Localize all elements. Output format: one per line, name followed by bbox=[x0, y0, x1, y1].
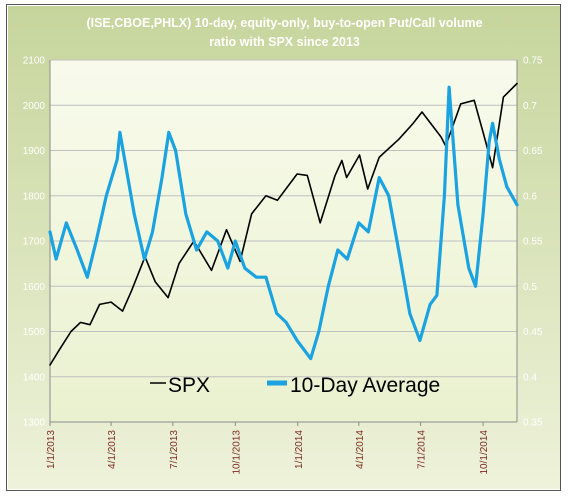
x-tick-label: 4/1/2013 bbox=[107, 430, 118, 469]
y-axis-left: 1300 1400 1500 1600 1700 1800 1900 2000 2100 bbox=[23, 56, 51, 429]
x-tick-label: 1/1/2013 bbox=[46, 430, 57, 469]
series-lines bbox=[48, 82, 519, 366]
x-tick-label: 10/1/2013 bbox=[231, 430, 242, 475]
y-left-tick-label: 2000 bbox=[23, 101, 46, 112]
x-tick-label: 7/1/2013 bbox=[169, 430, 180, 469]
y-right-tick-label: 0.45 bbox=[523, 327, 543, 338]
y-left-tick-label: 1300 bbox=[23, 418, 46, 429]
chart-title-line-2: ratio with SPX since 2013 bbox=[209, 35, 360, 49]
y-left-tick-label: 1800 bbox=[23, 191, 46, 202]
chart-title-line-1: (ISE,CBOE,PHLX) 10-day, equity-only, buy… bbox=[86, 16, 483, 30]
y-right-tick-label: 0.35 bbox=[523, 418, 543, 429]
x-tick-label: 10/1/2014 bbox=[479, 430, 490, 475]
y-right-tick-label: 0.6 bbox=[523, 191, 537, 202]
y-left-tick-label: 2100 bbox=[23, 56, 46, 67]
y-axis-right: 0.35 0.4 0.45 0.5 0.55 0.6 0.65 0.7 0.75 bbox=[516, 56, 543, 429]
y-left-tick-label: 1400 bbox=[23, 372, 46, 383]
spx-line bbox=[49, 82, 518, 366]
legend-label-spx: SPX bbox=[168, 374, 210, 397]
x-tick-label: 1/1/2014 bbox=[294, 430, 305, 469]
y-right-tick-label: 0.7 bbox=[523, 101, 537, 112]
ten-day-average-line bbox=[48, 85, 519, 361]
x-axis: 1/1/2013 4/1/2013 7/1/2013 10/1/2013 1/1/201… bbox=[46, 421, 517, 475]
y-right-tick-label: 0.5 bbox=[523, 282, 537, 293]
y-left-tick-label: 1900 bbox=[23, 146, 46, 157]
y-left-tick-label: 1600 bbox=[23, 282, 46, 293]
legend: SPX 10-Day Average bbox=[150, 374, 440, 397]
y-left-tick-label: 1700 bbox=[23, 237, 46, 248]
y-right-tick-label: 0.4 bbox=[523, 372, 537, 383]
y-right-tick-label: 0.55 bbox=[523, 237, 543, 248]
x-tick-label: 7/1/2014 bbox=[417, 430, 428, 469]
y-left-tick-label: 1500 bbox=[23, 327, 46, 338]
x-tick-label: 4/1/2014 bbox=[355, 430, 366, 469]
y-right-tick-label: 0.65 bbox=[523, 146, 543, 157]
legend-label-10day: 10-Day Average bbox=[290, 374, 440, 397]
y-right-tick-label: 0.75 bbox=[523, 56, 543, 67]
